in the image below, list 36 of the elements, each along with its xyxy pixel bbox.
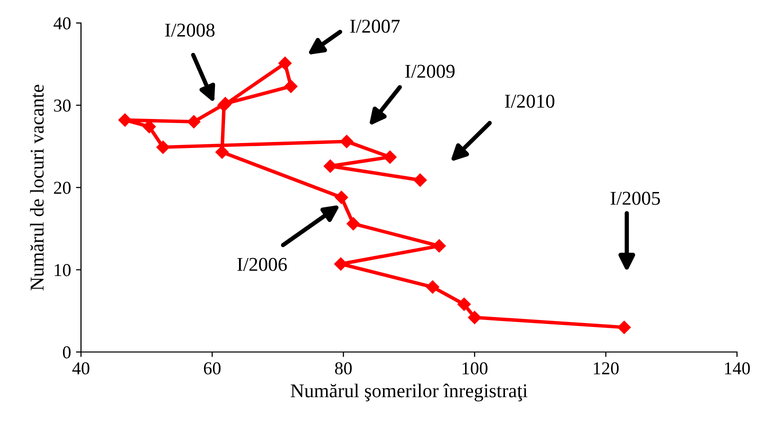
x-tick-label: 100 xyxy=(462,362,488,374)
point xyxy=(118,113,132,127)
x-tick-label: 80 xyxy=(335,362,352,374)
point xyxy=(458,298,471,311)
x-tick-label: 120 xyxy=(594,362,619,374)
annotation: I/2005 xyxy=(610,192,660,205)
y-tick-label: 0 xyxy=(62,346,71,358)
annotation: I/2010 xyxy=(505,94,554,108)
point xyxy=(324,160,337,173)
y-tick-label: 40 xyxy=(54,17,71,30)
point xyxy=(156,140,170,154)
point xyxy=(414,174,427,187)
point xyxy=(278,56,292,70)
y-tick-label: 30 xyxy=(54,100,71,112)
x-tick-label: 60 xyxy=(204,362,221,374)
point xyxy=(346,217,360,230)
x-tick-label: 40 xyxy=(72,362,90,374)
annotation: I/2006 xyxy=(237,258,287,271)
point xyxy=(468,310,482,324)
point xyxy=(334,190,348,204)
annotation: I/2008 xyxy=(165,24,215,37)
point xyxy=(340,134,354,148)
x-axis-title: Numărul şomerilor înregistraţi xyxy=(290,384,528,402)
point xyxy=(142,120,156,134)
point xyxy=(284,80,298,93)
point xyxy=(618,320,631,334)
annotation: I/2007 xyxy=(350,20,400,33)
point xyxy=(215,146,229,159)
y-tick-label: 20 xyxy=(54,182,71,194)
x-tick-label: 140 xyxy=(725,362,750,374)
y-tick-label: 10 xyxy=(54,264,71,276)
point xyxy=(426,280,440,294)
point xyxy=(187,115,200,128)
point xyxy=(334,257,348,271)
y-axis-title: Numărul de locuri vacante xyxy=(30,84,44,290)
annotation: I/2009 xyxy=(405,64,455,78)
